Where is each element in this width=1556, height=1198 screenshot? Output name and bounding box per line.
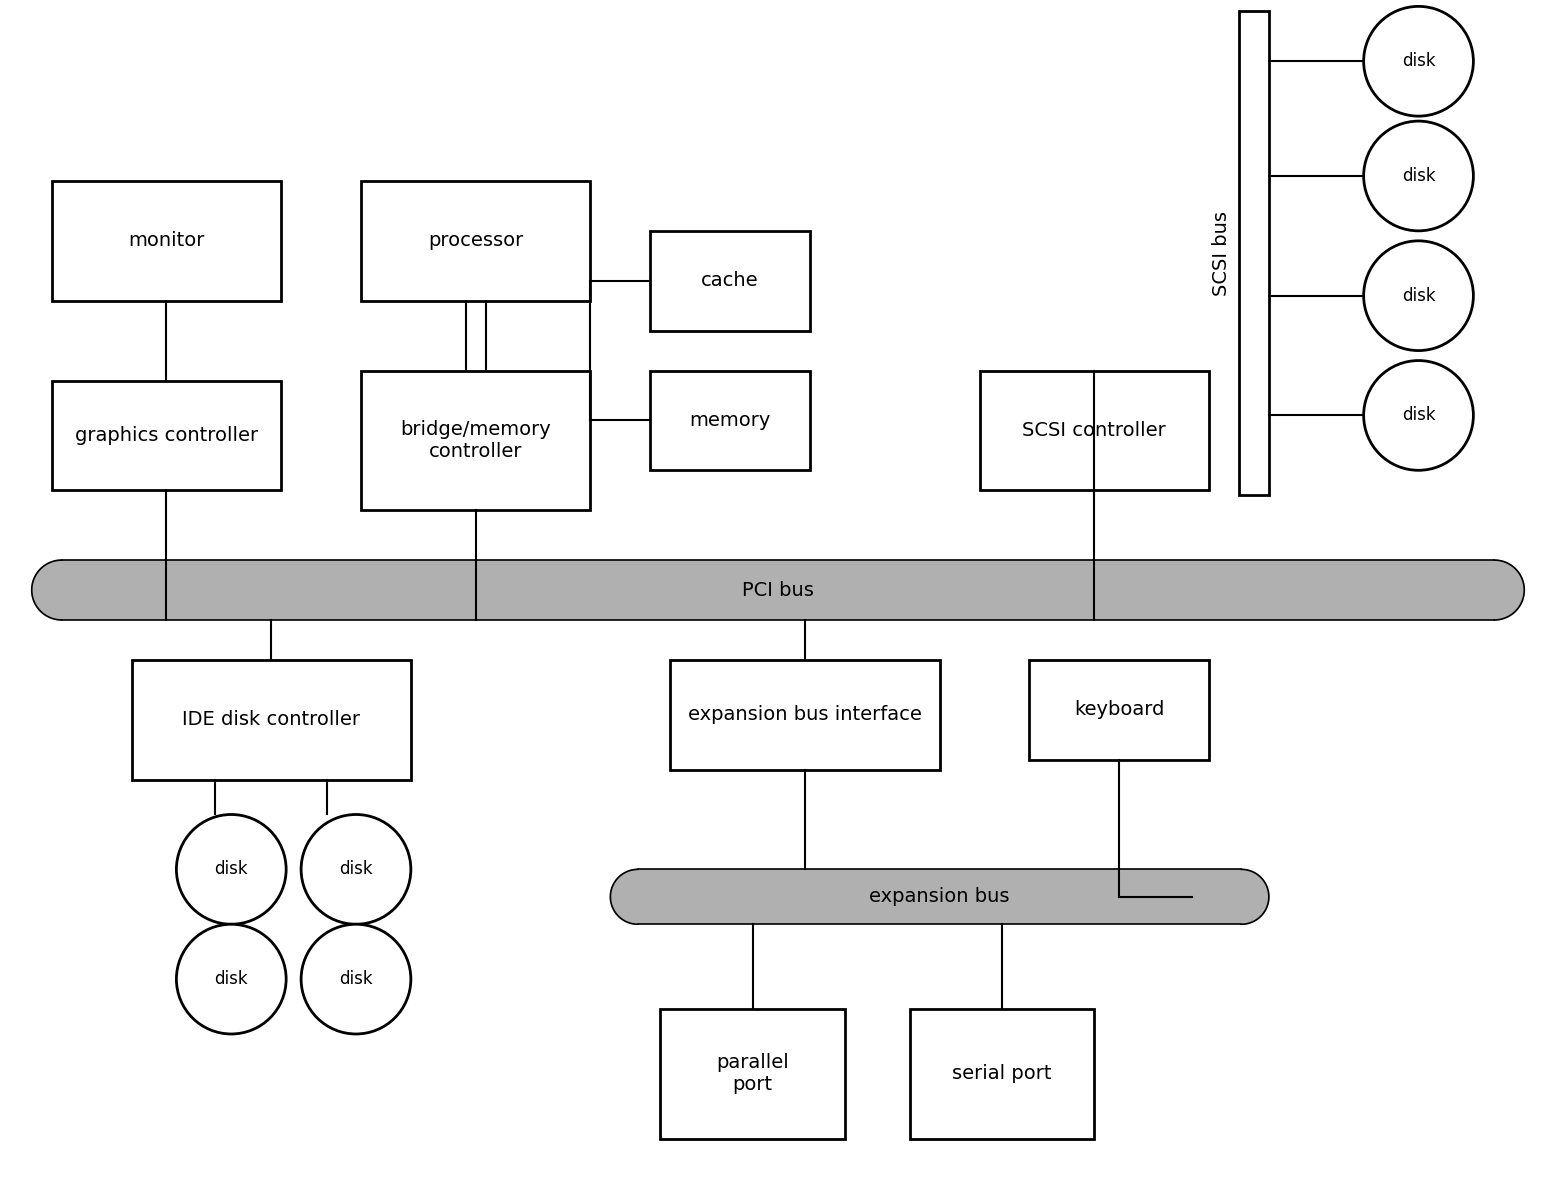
Text: SCSI controller: SCSI controller: [1022, 420, 1165, 440]
Text: graphics controller: graphics controller: [75, 425, 258, 444]
Bar: [1239, 11, 1268, 495]
Text: PCI bus: PCI bus: [742, 581, 814, 599]
Text: processor: processor: [428, 231, 523, 250]
Bar: [361, 370, 590, 510]
Bar: [980, 370, 1209, 490]
Bar: [910, 1009, 1094, 1139]
Text: parallel
port: parallel port: [716, 1053, 789, 1095]
Text: disk: disk: [1402, 167, 1435, 184]
Polygon shape: [1494, 561, 1525, 619]
Text: expansion bus interface: expansion bus interface: [688, 706, 921, 725]
Text: memory: memory: [689, 411, 770, 430]
Bar: [638, 870, 1242, 924]
Circle shape: [302, 924, 411, 1034]
Circle shape: [1363, 121, 1474, 231]
Text: serial port: serial port: [952, 1064, 1052, 1083]
Text: cache: cache: [702, 271, 759, 290]
Bar: [361, 181, 590, 301]
Text: disk: disk: [215, 860, 247, 878]
Text: expansion bus: expansion bus: [870, 888, 1010, 907]
Circle shape: [1363, 6, 1474, 116]
Bar: [132, 660, 411, 780]
Bar: [650, 231, 811, 331]
Bar: [650, 370, 811, 471]
Polygon shape: [610, 870, 638, 924]
Text: disk: disk: [339, 860, 373, 878]
Circle shape: [176, 924, 286, 1034]
Text: disk: disk: [1402, 286, 1435, 304]
Text: keyboard: keyboard: [1074, 701, 1164, 719]
Text: disk: disk: [1402, 406, 1435, 424]
Bar: [51, 181, 282, 301]
Bar: [62, 561, 1494, 619]
Text: bridge/memory
controller: bridge/memory controller: [400, 419, 551, 461]
Bar: [1030, 660, 1209, 760]
Text: disk: disk: [339, 970, 373, 988]
Text: IDE disk controller: IDE disk controller: [182, 710, 359, 730]
Text: SCSI bus: SCSI bus: [1212, 211, 1231, 296]
Polygon shape: [31, 561, 62, 619]
Bar: [671, 660, 940, 769]
Text: monitor: monitor: [128, 231, 204, 250]
Circle shape: [176, 815, 286, 924]
Bar: [51, 381, 282, 490]
Text: disk: disk: [215, 970, 247, 988]
Circle shape: [302, 815, 411, 924]
Circle shape: [1363, 361, 1474, 471]
Circle shape: [1363, 241, 1474, 351]
Bar: [660, 1009, 845, 1139]
Text: disk: disk: [1402, 53, 1435, 71]
Polygon shape: [1242, 870, 1268, 924]
